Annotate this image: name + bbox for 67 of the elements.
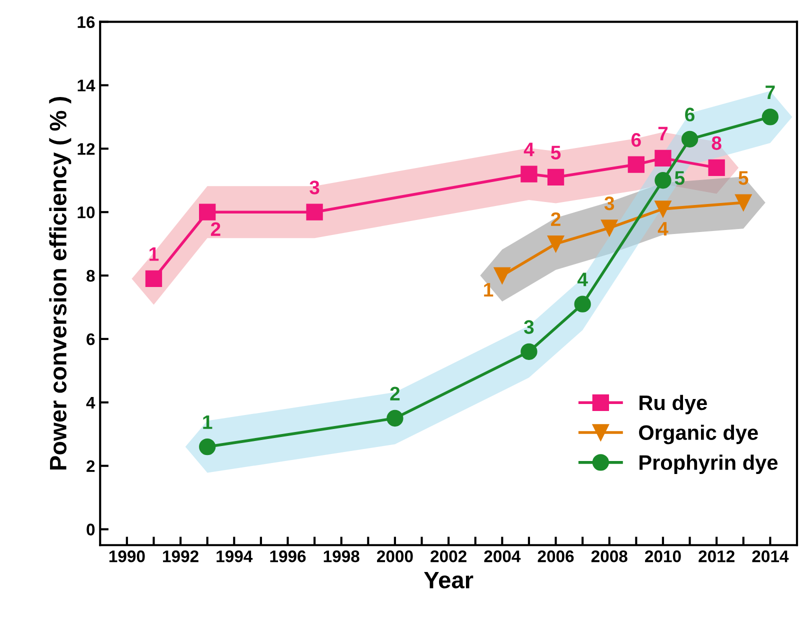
annotation: 6	[631, 133, 641, 147]
annotation: 5	[550, 146, 561, 160]
y-tick-label: 14	[78, 80, 96, 92]
annotation: 1	[150, 247, 159, 261]
y-tick-label: 8	[86, 270, 95, 282]
point	[574, 296, 591, 312]
point	[628, 156, 645, 173]
x-tick-label: 1998	[324, 550, 360, 562]
annotation: 8	[712, 136, 722, 150]
y-tick-label: 2	[86, 460, 95, 472]
point	[708, 159, 725, 176]
y-tick-label: 12	[78, 143, 95, 155]
x-tick-label: 2002	[430, 550, 466, 562]
annotation: 4	[577, 272, 588, 286]
annotation: 3	[310, 180, 320, 194]
point	[199, 204, 216, 220]
point	[306, 204, 323, 220]
point	[494, 267, 510, 284]
annotation: 7	[766, 86, 775, 100]
x-tick-label: 2004	[484, 550, 521, 562]
annotation: 2	[390, 386, 400, 400]
x-tick-label: 1990	[109, 550, 145, 562]
point	[547, 168, 564, 186]
point	[520, 343, 538, 360]
legend-label: Prophyrin dye	[640, 454, 778, 474]
point	[386, 410, 404, 427]
point	[145, 270, 162, 288]
point	[520, 166, 538, 182]
point	[199, 438, 216, 456]
x-tick-label: 1994	[216, 550, 253, 562]
x-tick-label: 2006	[538, 550, 574, 562]
annotation: 3	[604, 196, 614, 210]
annotation: 6	[685, 108, 694, 122]
point	[681, 130, 698, 148]
annotation: 4	[658, 222, 668, 236]
legend-label: Organic dye	[639, 424, 758, 444]
y-tick-label: 0	[86, 524, 95, 536]
point	[654, 200, 672, 218]
x-tick-label: 2012	[698, 550, 734, 562]
point	[547, 235, 564, 252]
y-tick-label: 4	[86, 396, 96, 408]
legend-label: Ru dye	[640, 394, 707, 414]
x-axis-title: Year	[424, 572, 474, 588]
annotation: 2	[210, 222, 220, 236]
point	[762, 108, 779, 126]
annotation: 3	[524, 320, 534, 334]
x-tick-label: 1992	[163, 550, 198, 562]
x-tick-label: 2014	[752, 550, 789, 562]
annotation: 7	[658, 126, 668, 140]
y-tick-label: 10	[78, 206, 95, 218]
point	[654, 172, 672, 189]
annotation: 1	[203, 416, 212, 429]
x-tick-label: 1996	[270, 550, 306, 562]
annotation: 1	[484, 283, 494, 296]
x-tick-label: 2010	[645, 550, 681, 562]
annotation: 4	[524, 142, 534, 156]
annotation: 2	[551, 212, 560, 226]
annotation: 5	[738, 171, 748, 185]
x-tick-label: 2000	[376, 550, 413, 562]
y-axis-title: Power conversion efficiency ( % )	[49, 96, 72, 470]
point	[735, 194, 752, 211]
point	[601, 220, 618, 236]
x-tick-label: 2008	[591, 550, 628, 562]
y-tick-label: 16	[78, 16, 95, 28]
annotation: 5	[674, 171, 685, 185]
y-tick-label: 6	[86, 333, 95, 346]
point	[654, 150, 672, 167]
